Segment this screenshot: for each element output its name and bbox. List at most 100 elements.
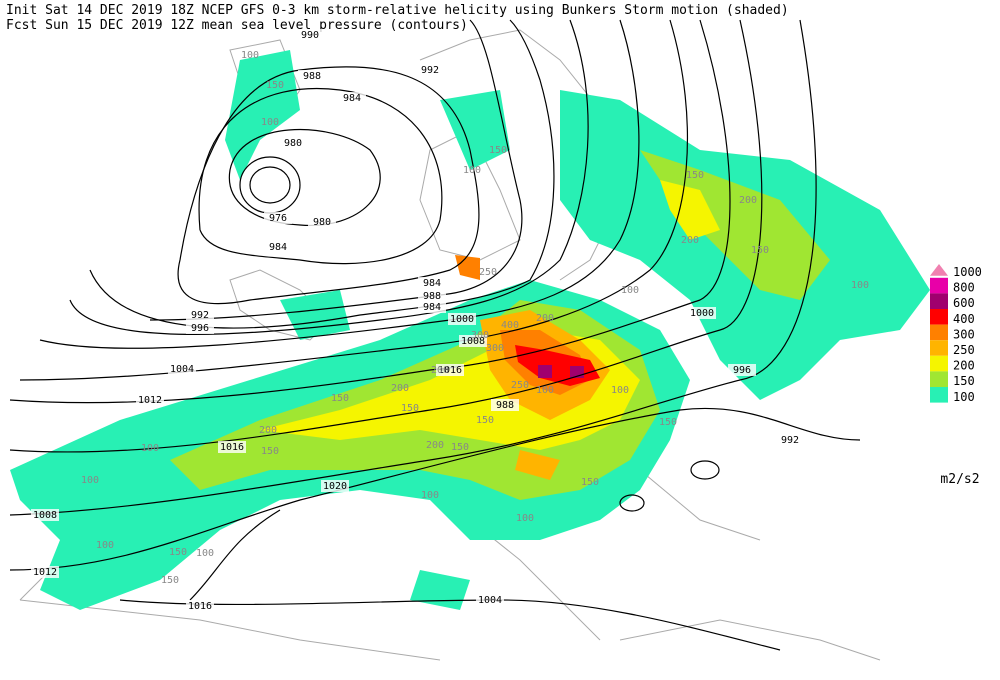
helicity-label: 150 [659, 417, 677, 428]
pressure-label: 990 [301, 30, 319, 41]
pressure-label: 1012 [33, 567, 57, 578]
helicity-label: 150 [751, 245, 769, 256]
label-bg [476, 594, 504, 606]
label-bg [264, 212, 292, 224]
helicity-label: 200 [426, 440, 444, 451]
label-bg [491, 399, 519, 411]
label-bg [338, 92, 366, 104]
pressure-label: 1008 [461, 336, 485, 347]
legend-unit: m2/s2 [940, 472, 979, 487]
header-line: Init Sat 14 DEC 2019 18Z NCEP GFS 0-3 km… [6, 3, 789, 18]
label-bg [436, 364, 464, 376]
label-bg [264, 241, 292, 253]
pressure-label: 1016 [438, 365, 462, 376]
pressure-label: 984 [423, 278, 441, 289]
pressure-label: 984 [423, 302, 441, 313]
helicity-label: 150 [451, 442, 469, 453]
pressure-label: 992 [191, 310, 209, 321]
helicity-label: 100 [96, 540, 114, 551]
helicity-label: 250 [511, 380, 529, 391]
pressure-label: 992 [421, 65, 439, 76]
label-bg [321, 480, 349, 492]
helicity-label: 100 [516, 513, 534, 524]
helicity-label: 200 [431, 365, 449, 376]
legend-swatch [930, 340, 948, 356]
label-bg [688, 307, 716, 319]
helicity-label: 150 [476, 415, 494, 426]
legend-label: 100 [953, 390, 975, 404]
helicity-label: 100 [196, 548, 214, 559]
helicity-label: 300 [471, 330, 489, 341]
label-bg [296, 29, 324, 41]
helicity-label: 150 [266, 80, 284, 91]
legend-swatch [930, 371, 948, 387]
helicity-label: 300 [486, 343, 504, 354]
legend-label: 600 [953, 296, 975, 310]
helicity-label: 100 [851, 280, 869, 291]
legend-triangle [930, 264, 948, 276]
legend-swatch [930, 277, 948, 294]
label-bg [308, 216, 336, 228]
label-bg [279, 137, 307, 149]
pressure-label: 980 [313, 217, 331, 228]
pressure-label: 1016 [188, 601, 212, 612]
pressure-label: 1020 [323, 481, 347, 492]
legend-swatch [930, 309, 948, 325]
label-bg [186, 322, 214, 334]
label-bg [31, 566, 59, 578]
helicity-label: 150 [161, 575, 179, 586]
helicity-label: 150 [331, 393, 349, 404]
label-bg [728, 364, 756, 376]
legend-label: 250 [953, 343, 975, 357]
helicity-label: 150 [169, 547, 187, 558]
label-bg [459, 335, 487, 347]
helicity-label: 100 [536, 385, 554, 396]
pressure-label: 1000 [450, 314, 474, 325]
pressure-label: 984 [343, 93, 361, 104]
label-bg [186, 309, 214, 321]
pressure-label: 1004 [478, 595, 502, 606]
helicity-label: 100 [463, 165, 481, 176]
helicity-label: 100 [611, 385, 629, 396]
legend-label: 300 [953, 327, 975, 341]
helicity-label: 150 [581, 477, 599, 488]
label-bg [448, 313, 476, 325]
label-bg [186, 600, 214, 612]
helicity-label: 250 [479, 267, 497, 278]
pressure-label: 976 [269, 213, 287, 224]
header-line: Fcst Sun 15 DEC 2019 12Z mean sea level … [6, 18, 468, 33]
legend-label: 400 [953, 312, 975, 326]
helicity-shading [10, 50, 930, 610]
pressure-label: 992 [781, 435, 799, 446]
helicity-label: 100 [81, 475, 99, 486]
helicity-label: 200 [739, 195, 757, 206]
helicity-label: 100 [621, 285, 639, 296]
pressure-label: 984 [269, 242, 287, 253]
helicity-label: 150 [401, 403, 419, 414]
legend-swatch [930, 355, 948, 372]
label-bg [298, 70, 326, 82]
legend-swatch [930, 324, 948, 341]
helicity-label: 150 [261, 446, 279, 457]
label-bg [418, 277, 446, 289]
legend-label: 200 [953, 359, 975, 373]
pressure-label: 1008 [33, 510, 57, 521]
label-bg [136, 394, 164, 406]
pressure-label: 980 [284, 138, 302, 149]
label-bg [218, 441, 246, 453]
pressure-label: 1000 [690, 308, 714, 319]
pressure-label: 1016 [220, 442, 244, 453]
pressure-label: 996 [191, 323, 209, 334]
pressure-label: 1004 [170, 364, 194, 375]
helicity-label: 150 [489, 145, 507, 156]
helicity-label: 400 [501, 320, 519, 331]
legend-swatch [930, 387, 948, 403]
helicity-label: 150 [686, 170, 704, 181]
pressure-label: 988 [423, 291, 441, 302]
legend-label: 800 [953, 281, 975, 295]
pressure-label: 988 [303, 71, 321, 82]
label-bg [418, 301, 446, 313]
helicity-label: 200 [391, 383, 409, 394]
legend-swatch [930, 293, 948, 309]
